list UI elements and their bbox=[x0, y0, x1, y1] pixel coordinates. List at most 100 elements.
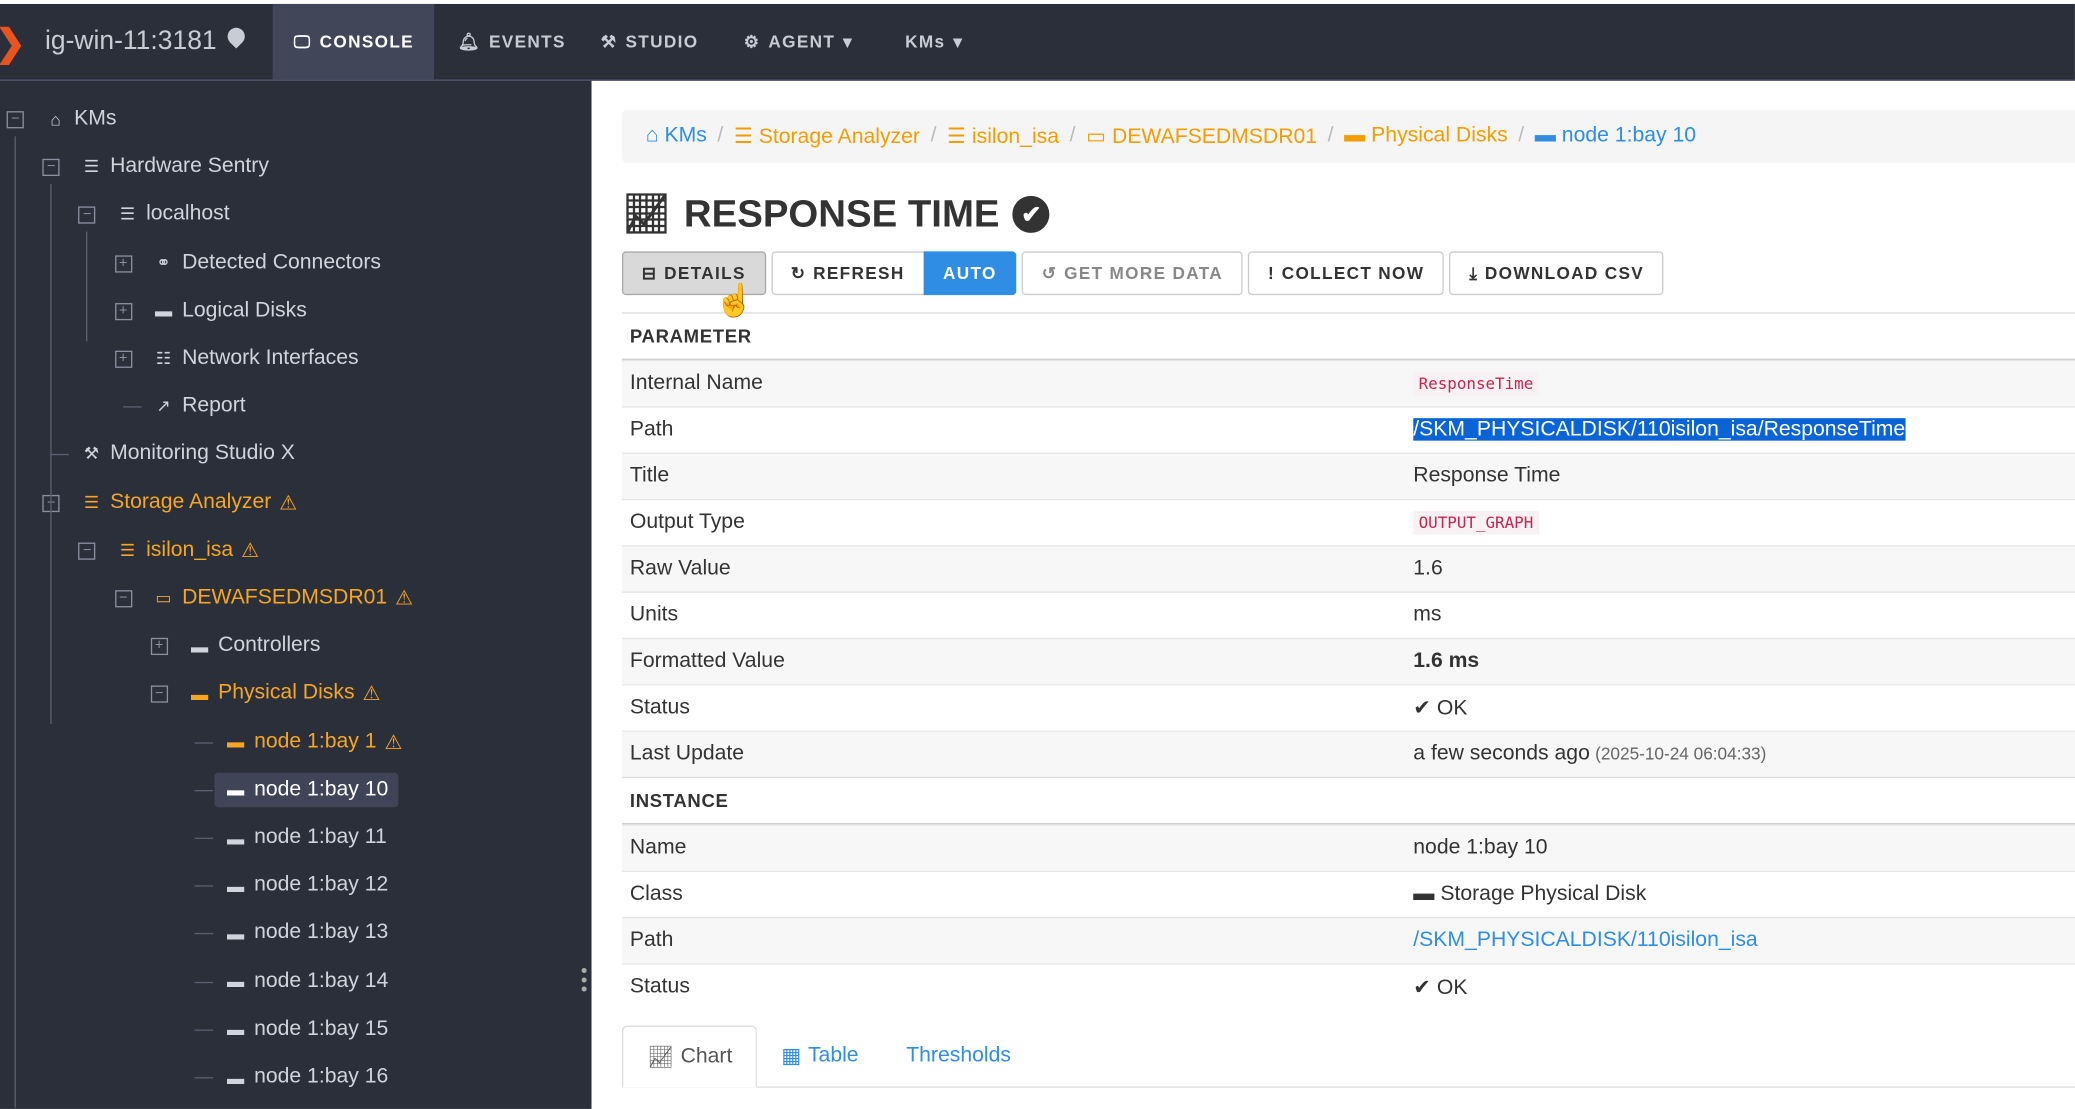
tree-item-label: node 1:bay 12 bbox=[254, 873, 389, 897]
page-title: 📈︎ RESPONSE TIME ✔ bbox=[622, 192, 1050, 237]
nav-events[interactable]: 🔔︎ EVENTS bbox=[457, 31, 566, 52]
tree-item[interactable]: ▬ node 1:bay 14 bbox=[225, 964, 388, 998]
tree-item[interactable]: ▬ node 1:bay 10 bbox=[214, 772, 399, 807]
tree-toggle[interactable]: − bbox=[78, 542, 96, 560]
tree-item[interactable]: ↗ Report bbox=[153, 389, 246, 423]
value-text: OK bbox=[1436, 976, 1468, 1000]
tree-item[interactable]: ▬ node 1:bay 1 ⚠ bbox=[225, 725, 402, 759]
breadcrumb-label: isilon_isa bbox=[971, 125, 1060, 149]
value-text: node 1:bay 10 bbox=[1413, 836, 1548, 859]
tree-item[interactable]: ☰ Hardware Sentry bbox=[81, 150, 269, 184]
tree-toggle[interactable]: + bbox=[150, 638, 168, 656]
tree-toggle[interactable]: − bbox=[150, 685, 168, 704]
hdd-icon: ▬ bbox=[1534, 124, 1562, 147]
location-pin-icon bbox=[224, 24, 249, 49]
warning-icon: ⚠ bbox=[279, 491, 298, 515]
tree-item[interactable]: ▬ Physical Disks ⚠ bbox=[189, 677, 380, 711]
check-circle-icon: ✔ bbox=[1413, 697, 1437, 720]
tree-connector bbox=[50, 454, 70, 456]
top-nav-bar: ❯ ig-win-11:3181 🖵CONSOLE 🔔︎EVENTS ⚒STUD… bbox=[0, 3, 2075, 81]
tree-item[interactable]: ▬ Controllers bbox=[189, 629, 320, 663]
tree-item[interactable]: ▬ node 1:bay 12 bbox=[225, 868, 388, 902]
tree-toggle[interactable]: − bbox=[42, 159, 60, 177]
tree-item[interactable]: ☰ localhost bbox=[117, 198, 230, 232]
tab-thresholds[interactable]: Thresholds bbox=[906, 1044, 1011, 1067]
tree-item-label: Detected Connectors bbox=[182, 250, 381, 274]
server-icon: ☰ bbox=[83, 156, 100, 177]
tab-chart[interactable]: 📈︎ Chart bbox=[621, 1025, 758, 1088]
tree-item[interactable]: ☰ isilon_isa ⚠ bbox=[117, 533, 259, 567]
breadcrumb-label: Physical Disks bbox=[1371, 124, 1508, 147]
tree-item[interactable]: ▬ node 1:bay 11 bbox=[225, 820, 387, 854]
tree-toggle[interactable]: − bbox=[114, 590, 132, 608]
download-csv-button[interactable]: ⤓ DOWNLOAD CSV bbox=[1449, 251, 1664, 296]
tree-toggle[interactable]: + bbox=[114, 302, 132, 320]
row-value[interactable]: /SKM_PHYSICALDISK/110isilon_isa bbox=[1413, 929, 1757, 953]
tree-item[interactable]: ▬ Logical Disks bbox=[153, 294, 307, 328]
tree-item[interactable]: ⚭ Detected Connectors bbox=[153, 246, 381, 280]
collect-now-button[interactable]: ! COLLECT NOW bbox=[1248, 251, 1445, 296]
tree-item[interactable]: ⌂ KMs bbox=[45, 102, 116, 136]
value-text: a few seconds ago bbox=[1413, 742, 1590, 765]
tree-item[interactable]: ☰ Storage Analyzer ⚠ bbox=[81, 485, 297, 519]
nav-console[interactable]: 🖵 CONSOLE bbox=[272, 3, 435, 80]
hdd-icon: ▬ bbox=[190, 636, 209, 656]
tree-item[interactable]: ▭ DEWAFSEDMSDR01 ⚠ bbox=[153, 581, 413, 615]
breadcrumb-separator: / bbox=[717, 124, 724, 147]
row-value: node 1:bay 10 bbox=[1413, 836, 1547, 860]
hdd-icon: ▬ bbox=[154, 300, 173, 321]
breadcrumb-item[interactable]: ☰ Storage Analyzer bbox=[734, 123, 920, 149]
tree-toggle[interactable]: − bbox=[6, 111, 24, 129]
tree-item[interactable]: ⚒ Monitoring Studio X bbox=[81, 437, 295, 471]
breadcrumb-item[interactable]: ▬ node 1:bay 10 bbox=[1535, 124, 1696, 148]
row-label: Last Update bbox=[629, 742, 745, 765]
breadcrumb-label: DEWAFSEDMSDR01 bbox=[1111, 125, 1318, 149]
section-header: PARAMETER bbox=[621, 312, 2075, 360]
chart-line-icon: ↗ bbox=[156, 395, 171, 416]
row-value: OUTPUT_GRAPH bbox=[1413, 510, 1539, 535]
nav-agent[interactable]: ⚙ AGENT ▾ bbox=[743, 31, 854, 52]
tree-item-label: node 1:bay 16 bbox=[254, 1065, 389, 1088]
breadcrumb-item[interactable]: ▭ DEWAFSEDMSDR01 bbox=[1086, 123, 1317, 149]
tree-guide-line bbox=[50, 184, 52, 725]
tree-toggle[interactable]: + bbox=[114, 254, 132, 273]
logo-icon: ❯ bbox=[0, 21, 26, 63]
nav-studio[interactable]: ⚒ STUDIO bbox=[600, 31, 699, 52]
row-label: Path bbox=[629, 928, 674, 952]
breadcrumb-separator: / bbox=[930, 124, 937, 147]
tree-item[interactable]: ▬ node 1:bay 16 bbox=[225, 1060, 388, 1094]
tree-item[interactable]: ▬ node 1:bay 13 bbox=[225, 916, 388, 950]
host-name[interactable]: ig-win-11:3181 bbox=[44, 26, 217, 56]
row-value: a few seconds ago (2025-10-24 06:04:33) bbox=[1413, 742, 1766, 766]
breadcrumb-separator: / bbox=[1327, 124, 1334, 147]
tree-item-label: Monitoring Studio X bbox=[110, 442, 295, 465]
tab-table[interactable]: ▦ Table bbox=[781, 1044, 859, 1068]
tree-item-label: node 1:bay 13 bbox=[254, 921, 389, 945]
breadcrumb-item[interactable]: ☰ isilon_isa bbox=[947, 123, 1059, 149]
tree-toggle[interactable]: − bbox=[78, 206, 96, 225]
row-value: 1.6 ms bbox=[1413, 650, 1479, 674]
tree-item-label: node 1:bay 14 bbox=[254, 969, 389, 992]
get-more-data-button[interactable]: ↺ GET MORE DATA bbox=[1021, 251, 1243, 296]
hdd-icon: ▬ bbox=[1344, 124, 1372, 147]
row-label: Title bbox=[629, 464, 670, 487]
tree-toggle[interactable]: + bbox=[114, 350, 132, 368]
tree-guide-line bbox=[14, 136, 16, 1108]
tree-item-label: Report bbox=[182, 394, 246, 418]
nav-kms[interactable]: KMs ▾ bbox=[905, 31, 964, 52]
row-label: Status bbox=[629, 975, 690, 998]
tree-item[interactable]: ☷ Network Interfaces bbox=[153, 341, 359, 375]
bell-icon: 🔔︎ bbox=[457, 31, 482, 51]
breadcrumb-item[interactable]: ⌂ KMs bbox=[646, 124, 707, 148]
details-button[interactable]: ⊟ DETAILS bbox=[621, 251, 766, 296]
auto-refresh-toggle[interactable]: AUTO bbox=[923, 251, 1017, 296]
refresh-button[interactable]: ↻ REFRESH bbox=[770, 251, 925, 296]
hdd-icon: ▬ bbox=[226, 923, 245, 944]
breadcrumb-item[interactable]: ▬ Physical Disks bbox=[1344, 124, 1508, 148]
table-row: Path/SKM_PHYSICALDISK/110isilon_isa bbox=[621, 917, 2075, 964]
caret-down-icon: ▾ bbox=[843, 31, 854, 51]
resize-handle[interactable]: • • • bbox=[580, 959, 588, 1000]
tree-item[interactable]: ▬ node 1:bay 15 bbox=[225, 1012, 388, 1046]
hdd-icon: ▬ bbox=[226, 875, 245, 896]
value-text: Response Time bbox=[1413, 464, 1561, 487]
